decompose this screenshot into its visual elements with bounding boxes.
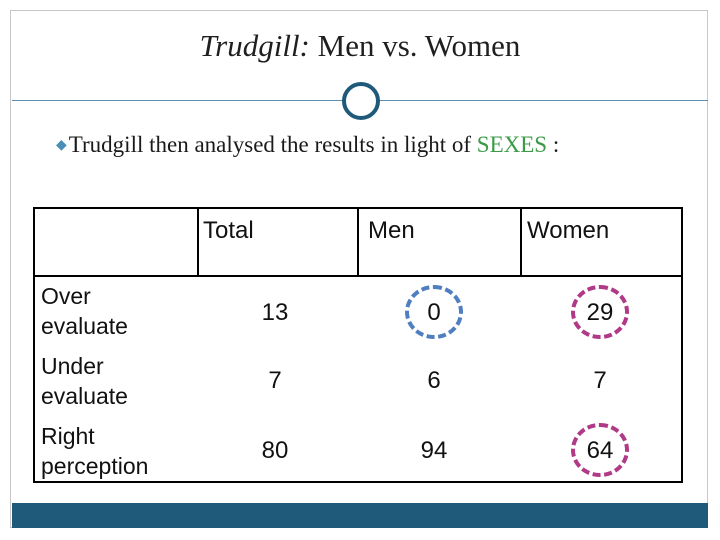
footer-bar [12, 503, 708, 528]
bullet-text: Trudgill then analysed the results in li… [68, 132, 472, 157]
cell: 6 [427, 367, 441, 394]
title-emphasis: Trudgill: [199, 28, 310, 63]
cell: 7 [268, 367, 282, 394]
column-header: Total [203, 217, 254, 244]
highlight-circle [571, 285, 629, 339]
cell: 80 [261, 437, 289, 464]
cell: 7 [593, 367, 607, 394]
bullet: ◆Trudgill then analysed the results in l… [56, 132, 559, 158]
row-label: Under evaluate [41, 353, 128, 409]
table: Total Men Women Over evaluate Under eval… [33, 207, 683, 483]
cell: 64 [586, 437, 614, 464]
highlight-circle [405, 285, 463, 339]
cell: 29 [586, 299, 614, 326]
bullet-highlight: SEXES [476, 132, 548, 157]
cell: 0 [427, 299, 441, 326]
title-rest: Men vs. Women [317, 28, 521, 63]
title-ornament [342, 82, 380, 120]
cell: 94 [420, 437, 448, 464]
column-header: Men [368, 217, 415, 244]
column-divider [357, 209, 359, 275]
slide-title: Trudgill: Men vs. Women [0, 28, 720, 64]
highlight-circle [571, 423, 629, 477]
column-divider [197, 209, 199, 275]
row-label: Over evaluate [41, 283, 128, 339]
column-header: Women [527, 217, 610, 244]
bullet-tail: : [552, 132, 560, 157]
bullet-marker: ◆ [56, 138, 67, 153]
header-row: Total Men Women [35, 209, 681, 277]
row-label: Right perception [41, 423, 149, 479]
cell: 13 [261, 299, 289, 326]
column-divider [520, 209, 522, 275]
